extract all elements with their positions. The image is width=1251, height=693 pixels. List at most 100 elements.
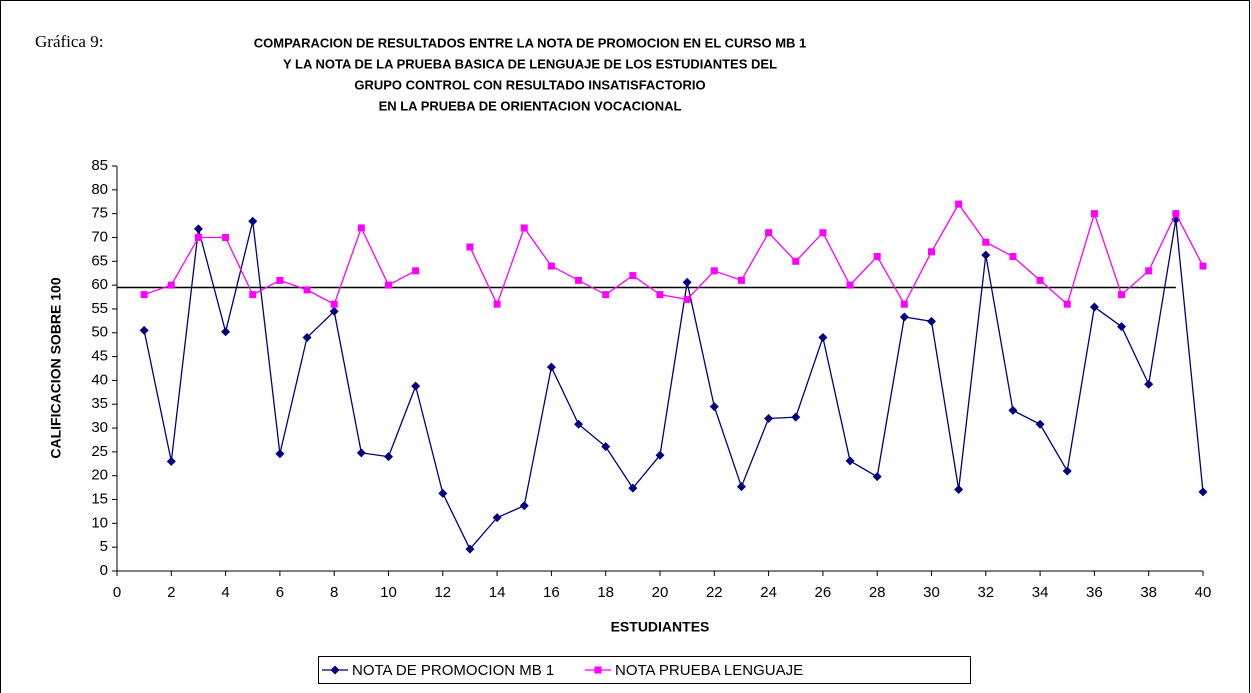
x-tick-label: 18 <box>597 584 614 601</box>
marker <box>411 381 421 391</box>
y-tick-label: 40 <box>91 371 108 388</box>
y-tick-label: 30 <box>91 419 108 436</box>
marker <box>222 233 230 241</box>
marker <box>791 412 801 422</box>
marker <box>466 243 474 251</box>
x-tick-label: 26 <box>815 584 832 601</box>
marker <box>872 472 882 482</box>
marker <box>1035 419 1045 429</box>
x-tick-label: 16 <box>543 584 560 601</box>
marker <box>1117 322 1127 332</box>
marker <box>194 233 202 241</box>
marker <box>302 333 312 343</box>
marker <box>736 482 746 492</box>
marker <box>465 544 475 554</box>
legend-label: NOTA PRUEBA LENGUAJE <box>615 662 803 679</box>
x-tick-label: 8 <box>330 584 338 601</box>
marker <box>1172 210 1180 218</box>
marker <box>683 295 691 303</box>
legend-label: NOTA DE PROMOCION MB 1 <box>352 662 554 679</box>
marker <box>1008 405 1018 415</box>
marker <box>493 300 501 308</box>
marker <box>1199 262 1207 270</box>
legend-marker <box>594 666 602 674</box>
marker <box>166 456 176 466</box>
y-tick-label: 70 <box>91 228 108 245</box>
marker <box>547 262 555 270</box>
marker <box>385 281 392 289</box>
marker <box>1144 379 1154 389</box>
marker <box>140 291 148 299</box>
marker <box>1009 253 1017 261</box>
y-tick-label: 85 <box>91 157 108 174</box>
chart-title: EN LA PRUEBA DE ORIENTACION VOCACIONAL <box>379 98 682 113</box>
x-axis-label: ESTUDIANTES <box>611 619 710 635</box>
marker <box>981 250 991 260</box>
x-tick-label: 10 <box>380 584 397 601</box>
marker <box>1145 267 1153 275</box>
y-tick-label: 20 <box>91 467 108 484</box>
x-tick-label: 36 <box>1086 584 1103 601</box>
y-tick-label: 60 <box>91 276 108 293</box>
marker <box>575 276 583 284</box>
y-tick-label: 0 <box>100 562 108 579</box>
x-tick-label: 28 <box>869 584 886 601</box>
marker <box>546 362 556 372</box>
marker <box>656 291 664 299</box>
marker <box>384 452 393 462</box>
x-tick-label: 32 <box>977 584 994 601</box>
marker <box>412 267 420 275</box>
marker <box>709 402 719 412</box>
figure-label: Gráfica 9: <box>35 32 103 51</box>
x-tick-label: 2 <box>167 584 175 601</box>
marker <box>819 229 827 237</box>
marker <box>357 224 365 232</box>
y-tick-label: 80 <box>91 181 108 198</box>
marker <box>955 200 963 208</box>
x-tick-label: 24 <box>760 584 777 601</box>
marker <box>276 276 284 284</box>
y-tick-label: 55 <box>91 300 108 317</box>
legend <box>318 656 971 684</box>
marker <box>710 267 718 275</box>
marker <box>682 277 692 287</box>
marker <box>927 316 936 326</box>
marker <box>601 442 611 452</box>
marker <box>167 281 175 289</box>
y-tick-label: 75 <box>91 205 108 222</box>
marker <box>356 448 366 458</box>
marker <box>303 286 311 294</box>
marker <box>1036 276 1044 284</box>
marker <box>954 485 964 495</box>
marker <box>1062 466 1072 476</box>
marker <box>899 312 909 322</box>
marker <box>873 253 881 261</box>
y-tick-label: 5 <box>100 538 108 555</box>
marker <box>602 291 610 299</box>
marker <box>818 333 828 343</box>
x-tick-label: 38 <box>1140 584 1157 601</box>
series-line <box>143 219 1204 551</box>
marker <box>193 224 203 234</box>
marker <box>900 300 908 308</box>
marker <box>655 450 665 460</box>
marker <box>737 276 745 284</box>
chart-title: Y LA NOTA DE LA PRUEBA BASICA DE LENGUAJ… <box>283 56 777 71</box>
x-tick-label: 14 <box>489 584 506 601</box>
marker <box>249 291 257 299</box>
marker <box>438 488 448 498</box>
y-tick-label: 25 <box>91 443 108 460</box>
chart-title: COMPARACION DE RESULTADOS ENTRE LA NOTA … <box>254 35 807 50</box>
marker <box>1089 302 1099 312</box>
marker <box>492 513 502 523</box>
marker <box>792 257 800 265</box>
marker <box>1090 210 1098 218</box>
legend-marker <box>330 665 340 675</box>
chart-title: GRUPO CONTROL CON RESULTADO INSATISFACTO… <box>354 77 705 92</box>
marker <box>1118 291 1126 299</box>
marker <box>329 306 339 316</box>
x-tick-label: 20 <box>652 584 669 601</box>
marker <box>519 501 529 511</box>
